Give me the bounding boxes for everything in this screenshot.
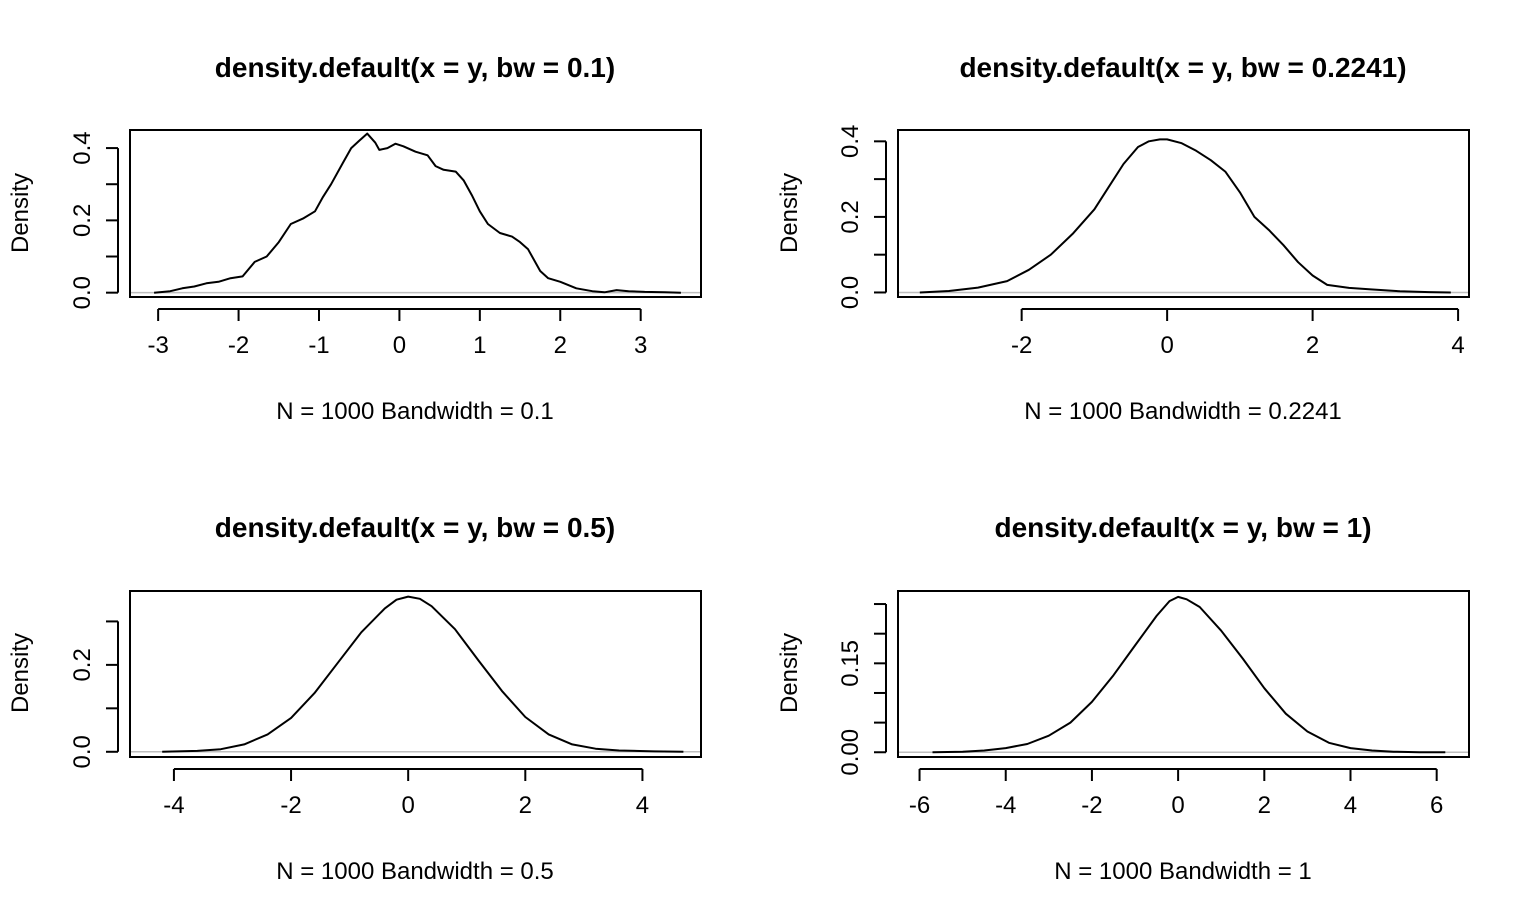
x-tick-label: 3 [634, 332, 647, 359]
y-tick-label: 0.0 [69, 735, 96, 768]
x-tick-label: -6 [909, 792, 930, 819]
x-tick-label: 4 [1451, 332, 1464, 359]
x-tick-label: 0 [393, 332, 406, 359]
panel-title: density.default(x = y, bw = 1) [994, 512, 1371, 543]
plot-frame [129, 590, 702, 758]
plot-area: -2 0 2 4 0.0 0.2 0.4 [837, 125, 1470, 359]
x-tick-label: 4 [1344, 792, 1357, 819]
x-axis-label: N = 1000 Bandwidth = 0.1 [276, 398, 554, 425]
plot-area: -4 -2 0 2 4 0.0 0.2 [69, 590, 702, 819]
y-tick-label: 0.2 [837, 200, 864, 233]
y-axis-label: Density [7, 173, 34, 253]
y-tick-label: 0.00 [837, 729, 864, 776]
x-tick-label: -2 [228, 332, 249, 359]
density-curve [919, 138, 1451, 294]
y-tick-label: 0.2 [69, 648, 96, 681]
y-axis-label: Density [7, 633, 34, 713]
y-tick-label: 0.15 [837, 640, 864, 687]
x-axis-label: N = 1000 Bandwidth = 0.5 [276, 858, 554, 885]
y-tick-label: 0.0 [837, 276, 864, 309]
density-curve [154, 132, 681, 294]
x-tick-label: 2 [519, 792, 532, 819]
plot-area: -3 -2 -1 0 1 2 3 0.0 0.2 0.4 [69, 129, 702, 359]
plot-frame [129, 129, 702, 298]
x-tick-label: 6 [1430, 792, 1443, 819]
panel-title: density.default(x = y, bw = 0.1) [215, 52, 615, 83]
y-axis-label: Density [776, 173, 803, 253]
x-axis-label: N = 1000 Bandwidth = 1 [1054, 858, 1312, 885]
density-curve [162, 595, 684, 753]
density-panel-bw-0.1: density.default(x = y, bw = 0.1) N = 100… [7, 52, 702, 425]
x-tick-label: -2 [1081, 792, 1102, 819]
x-tick-label: 0 [401, 792, 414, 819]
x-axis-label: N = 1000 Bandwidth = 0.2241 [1024, 398, 1342, 425]
x-tick-label: 0 [1171, 792, 1184, 819]
x-tick-label: -2 [1011, 332, 1032, 359]
x-tick-label: -1 [308, 332, 329, 359]
plot-area: -6 -4 -2 0 2 4 6 0.00 0.15 [837, 590, 1470, 819]
x-tick-label: 0 [1160, 332, 1173, 359]
x-tick-label: -4 [163, 792, 184, 819]
density-curve [932, 595, 1446, 754]
x-tick-label: -3 [147, 332, 168, 359]
x-tick-label: -4 [995, 792, 1016, 819]
x-tick-label: 2 [1306, 332, 1319, 359]
x-tick-label: -2 [280, 792, 301, 819]
x-tick-label: 4 [636, 792, 649, 819]
y-tick-label: 0.4 [69, 131, 96, 164]
panel-title: density.default(x = y, bw = 0.2241) [959, 52, 1406, 83]
plot-frame [897, 590, 1470, 758]
y-axis-label: Density [776, 633, 803, 713]
panel-title: density.default(x = y, bw = 0.5) [215, 512, 615, 543]
x-tick-label: 1 [473, 332, 486, 359]
density-panel-bw-0.2241: density.default(x = y, bw = 0.2241) N = … [776, 52, 1470, 425]
x-tick-label: 2 [1258, 792, 1271, 819]
y-tick-label: 0.0 [69, 276, 96, 309]
y-tick-label: 0.2 [69, 204, 96, 237]
density-panel-bw-0.5: density.default(x = y, bw = 0.5) N = 100… [7, 512, 702, 885]
density-panel-bw-1: density.default(x = y, bw = 1) N = 1000 … [776, 512, 1470, 885]
plot-frame [897, 129, 1470, 298]
x-tick-label: 2 [554, 332, 567, 359]
y-tick-label: 0.4 [837, 125, 864, 158]
